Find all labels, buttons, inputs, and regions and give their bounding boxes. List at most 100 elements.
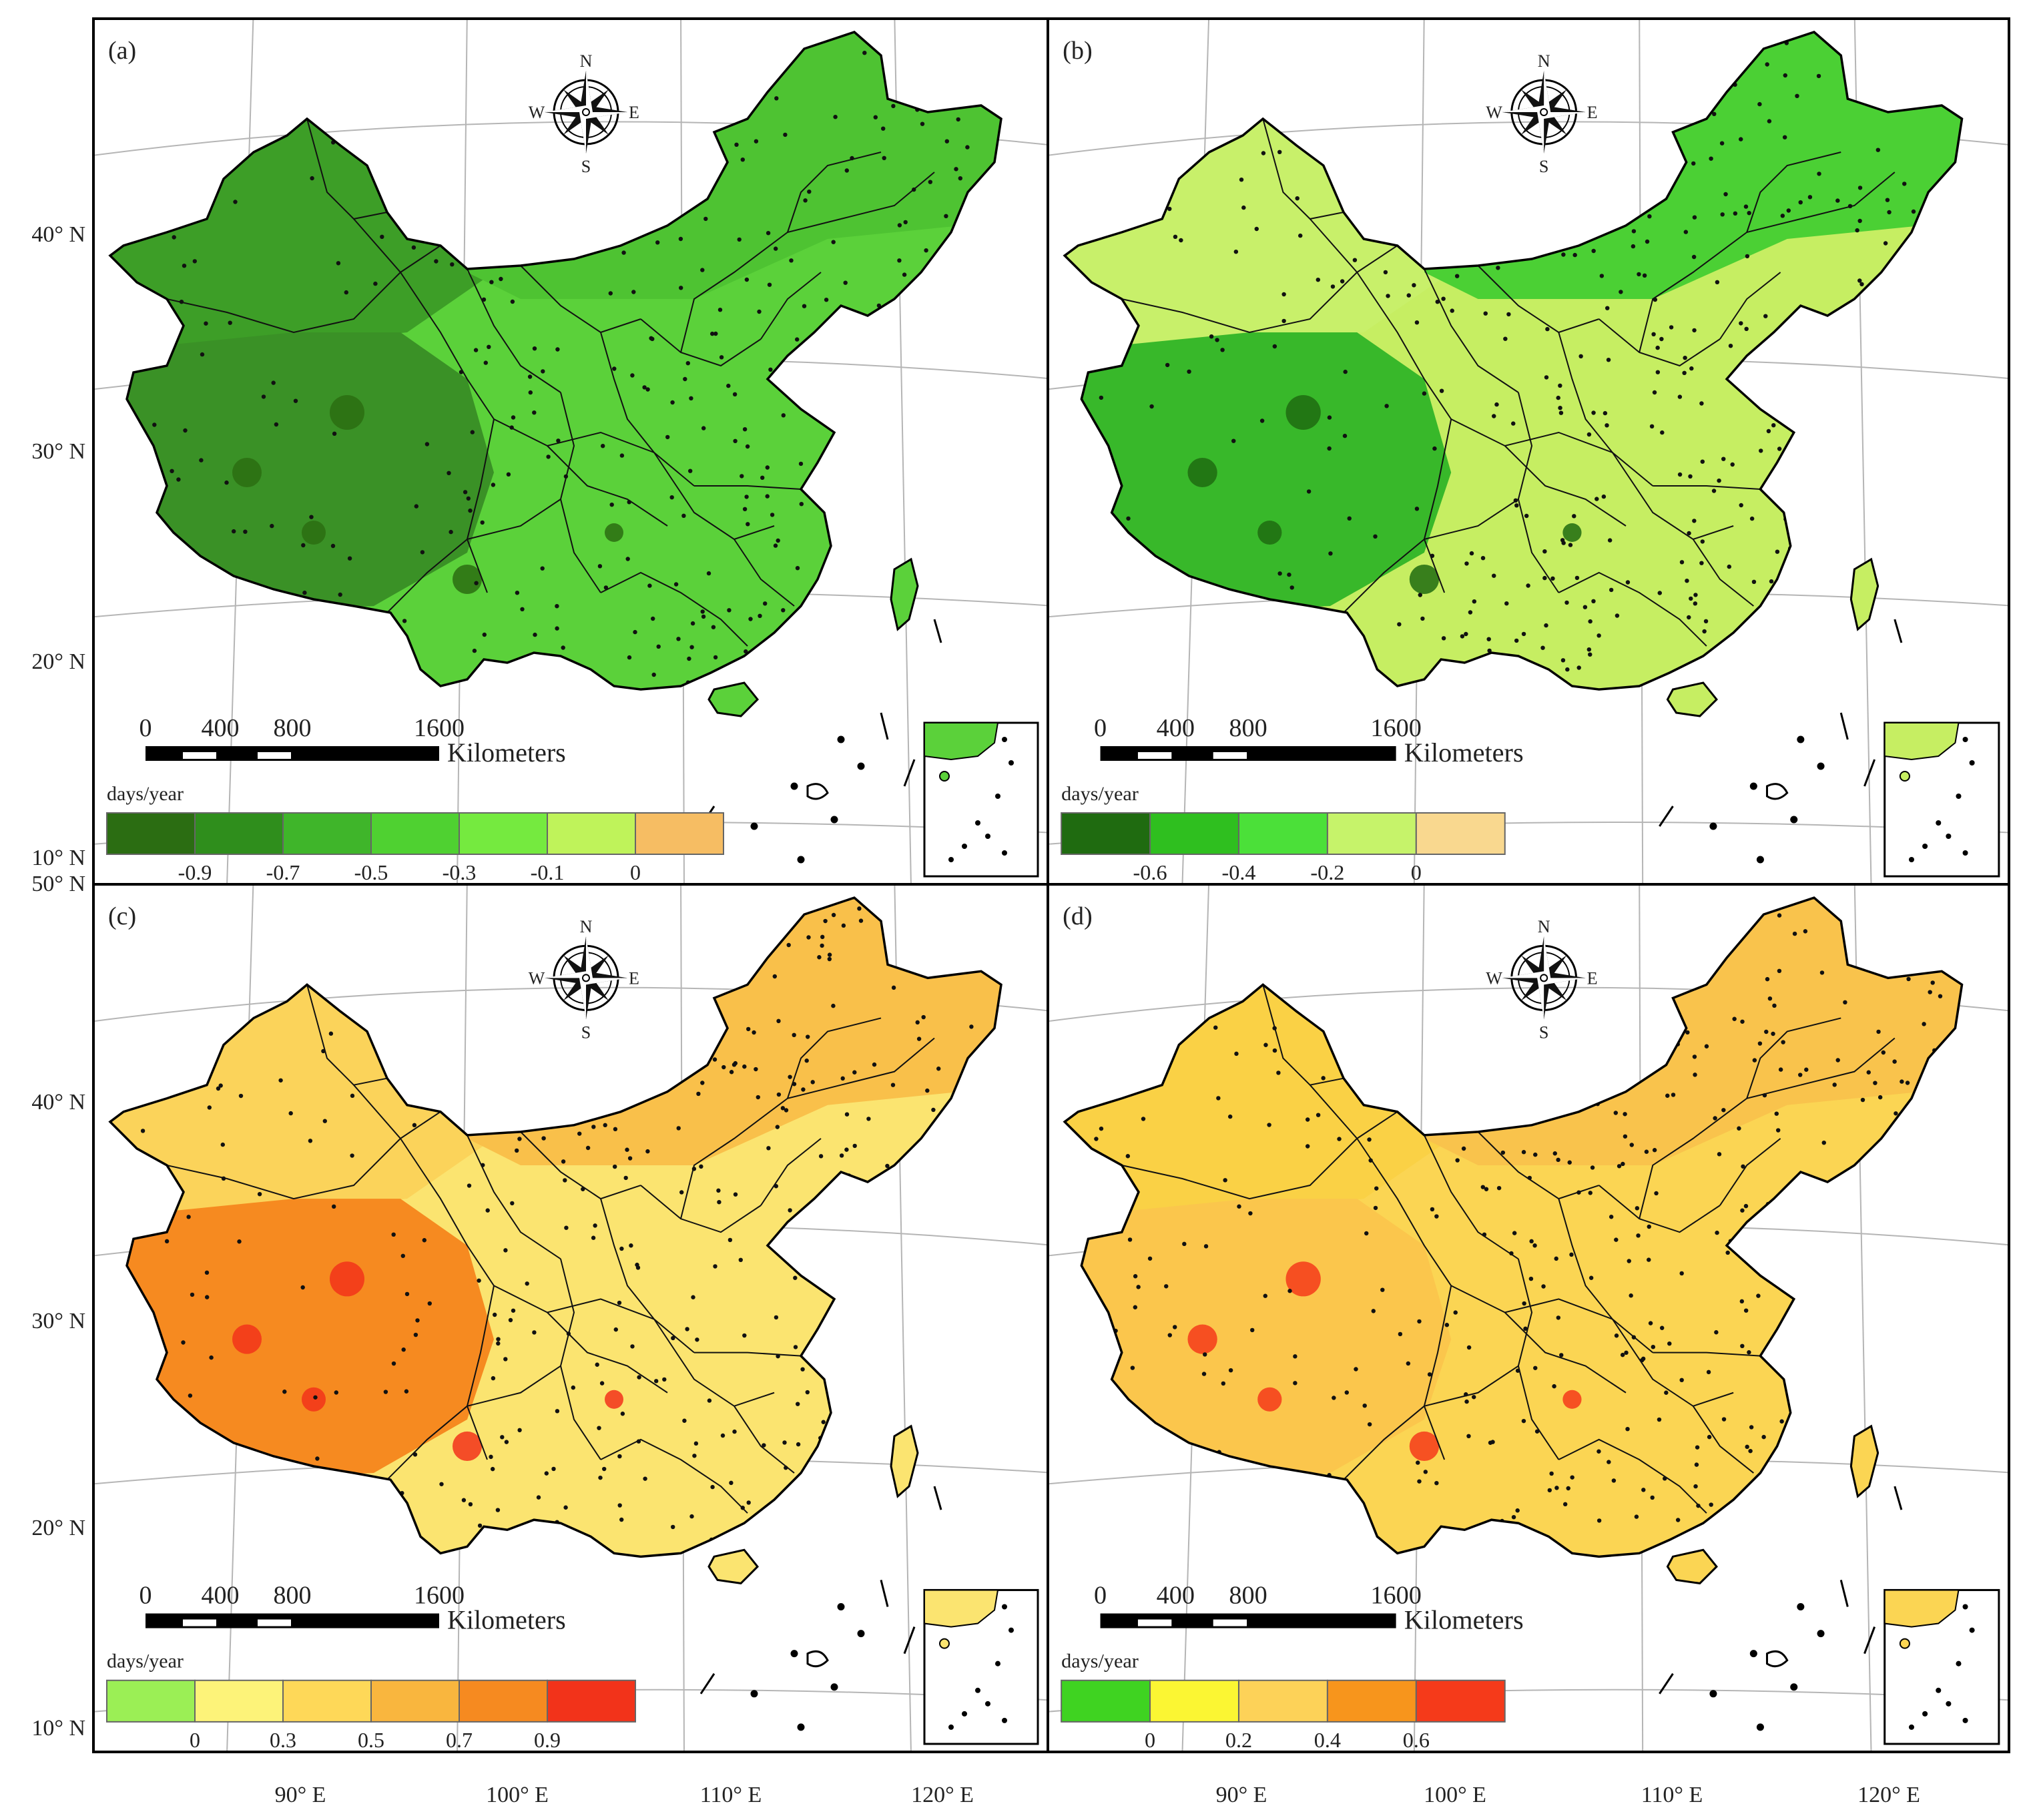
province-border — [1424, 268, 1519, 393]
station-dot — [656, 644, 661, 649]
station-dot — [1591, 410, 1596, 415]
lon-label: 90° E — [275, 1783, 326, 1807]
station-dot — [1644, 1149, 1649, 1154]
station-dot — [796, 1402, 800, 1406]
station-dot — [872, 1062, 877, 1067]
station-dot — [619, 1517, 624, 1522]
legend-swatch — [547, 1679, 636, 1723]
station-dot — [687, 656, 691, 661]
station-dot — [1215, 338, 1219, 342]
legend-tick: 0.4 — [1314, 1728, 1341, 1752]
station-dot — [1635, 1206, 1640, 1211]
province-border — [493, 418, 655, 453]
station-dot — [795, 566, 800, 571]
station-dot — [746, 522, 750, 527]
station-dot — [1234, 1051, 1239, 1056]
station-dot — [1522, 1301, 1526, 1306]
island-dot — [837, 1602, 845, 1611]
station-dot — [695, 1337, 699, 1342]
hotspot — [1257, 1387, 1282, 1412]
zone-tibet — [1065, 1199, 1452, 1487]
station-dot — [1167, 206, 1172, 212]
station-dot — [1556, 1315, 1561, 1320]
island-dot — [1749, 1650, 1757, 1658]
station-dot — [1342, 433, 1348, 438]
station-dot — [820, 934, 825, 940]
legend-tick: 0 — [1411, 860, 1422, 884]
station-dot — [804, 1058, 809, 1063]
station-dot — [692, 1454, 697, 1458]
station-dot — [1511, 1514, 1516, 1520]
compass-w: W — [1486, 968, 1502, 988]
station-dot — [170, 469, 174, 473]
station-dot — [527, 374, 533, 379]
station-dot — [489, 1454, 493, 1460]
station-dot — [1412, 283, 1416, 288]
station-dot — [925, 1088, 930, 1093]
nine-dash-segment — [1894, 1486, 1903, 1510]
scale-unit: Kilometers — [447, 737, 566, 768]
station-dot — [1835, 1058, 1840, 1063]
station-dot — [500, 1435, 505, 1440]
station-dot — [1657, 1417, 1662, 1422]
station-dot — [1332, 1396, 1336, 1400]
compass-s: S — [581, 157, 591, 176]
legend-tick: -0.2 — [1310, 860, 1344, 884]
station-dot — [1885, 198, 1890, 202]
province-border — [1639, 1084, 1801, 1219]
station-dot — [1707, 1434, 1712, 1440]
station-dot — [1922, 1022, 1926, 1026]
station-dot — [1167, 1333, 1172, 1337]
station-dot — [1239, 178, 1244, 182]
station-dot — [1728, 344, 1733, 348]
station-dot — [1423, 1470, 1428, 1474]
station-dot — [1483, 311, 1488, 316]
station-dot — [1873, 1081, 1877, 1085]
island-dot — [1797, 1602, 1805, 1611]
station-dot — [1544, 375, 1549, 380]
province-border — [1558, 1198, 1653, 1353]
station-dot — [1220, 348, 1225, 352]
station-dot — [506, 472, 511, 477]
station-dot — [608, 291, 613, 296]
station-dot — [1287, 1288, 1292, 1293]
station-dot — [1241, 205, 1246, 210]
station-dot — [1321, 1076, 1326, 1081]
scale-tick-label: 800 — [1229, 714, 1267, 742]
station-dot — [1528, 1276, 1534, 1281]
station-dot — [831, 240, 836, 244]
hotspot — [302, 521, 326, 545]
station-dot — [468, 1502, 473, 1507]
station-dot — [1306, 489, 1312, 494]
station-dot — [1699, 401, 1704, 406]
station-dot — [1559, 1353, 1564, 1357]
station-dot — [1911, 209, 1916, 214]
station-dot — [1747, 1350, 1751, 1355]
station-dot — [555, 1409, 560, 1414]
lat-label: 10° N — [31, 1716, 85, 1741]
island-dot — [830, 1683, 838, 1691]
lat-label: 40° N — [31, 1090, 85, 1115]
station-dot — [1664, 1390, 1669, 1395]
station-dot — [192, 259, 197, 264]
station-dot — [629, 1243, 633, 1248]
station-dot — [503, 1357, 508, 1361]
nine-dash-segment — [880, 712, 889, 740]
station-dot — [796, 1442, 801, 1447]
station-dot — [1554, 1486, 1559, 1490]
nine-dash-segment — [1863, 1626, 1876, 1654]
station-dot — [1636, 1233, 1641, 1238]
station-dot — [839, 1153, 844, 1158]
station-dot — [380, 234, 384, 239]
station-dot — [1767, 996, 1773, 1001]
station-dot — [1354, 1367, 1358, 1372]
station-dot — [1597, 1449, 1601, 1454]
station-dot — [766, 231, 771, 236]
station-dot — [1261, 151, 1266, 156]
station-dot — [186, 1215, 191, 1219]
station-dot — [1276, 1071, 1281, 1075]
lon-label: 120° E — [911, 1783, 974, 1807]
station-dot — [1819, 970, 1825, 975]
station-dot — [745, 444, 750, 449]
